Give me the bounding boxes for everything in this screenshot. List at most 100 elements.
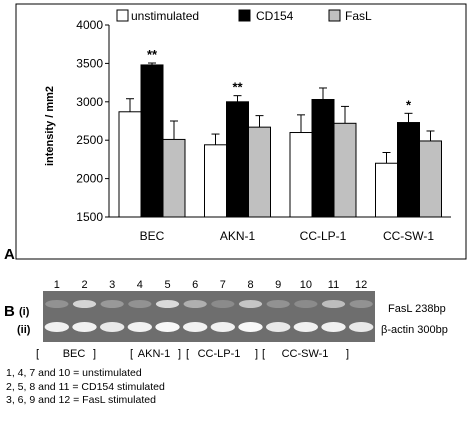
- lane-number-5: 5: [164, 279, 170, 291]
- x-category-label-cc-sw-1: CC-SW-1: [383, 229, 434, 243]
- group-bracket: ]: [178, 348, 181, 360]
- significance-mark: *: [406, 97, 412, 112]
- group-bracket: [: [186, 348, 189, 360]
- bar-cd154-cc-lp-1: [311, 98, 335, 218]
- legend-notes: 1, 4, 7 and 10 = unstimulated 2, 5, 8 an…: [6, 367, 165, 408]
- actin-band-lane-5: [155, 322, 180, 332]
- lane-number-10: 10: [300, 279, 312, 291]
- bar-series: [118, 64, 442, 218]
- lane-number-4: 4: [137, 279, 143, 291]
- group-bracket: ]: [346, 348, 349, 360]
- lane-number-3: 3: [109, 279, 115, 291]
- actin-band-lane-11: [321, 322, 346, 332]
- fasl-band-lane-3: [100, 300, 124, 308]
- y-tick-labels: 1500 2000 2500 3000 3500 4000: [76, 18, 103, 224]
- group-bracket: [: [36, 348, 39, 360]
- bar-unstimulated-bec: [118, 111, 142, 218]
- fasl-band-lane-1: [45, 300, 69, 308]
- y-tick-label-2500: 2500: [76, 133, 103, 147]
- group-bracket: ]: [255, 348, 258, 360]
- group-label-cc-lp-1: CC-LP-1: [198, 348, 241, 360]
- actin-band-lane-10: [293, 322, 319, 332]
- legend-swatch-unstimulated: [116, 9, 129, 22]
- legend-swatch-cd154: [238, 9, 251, 22]
- bar-unstimulated-cc-sw-1: [375, 162, 398, 218]
- legend: unstimulated CD154 FasL: [116, 9, 372, 23]
- note-cd154: 2, 5, 8 and 11 = CD154 stimulated: [6, 380, 165, 393]
- x-category-label-bec: BEC: [140, 229, 165, 243]
- significance-mark: **: [147, 47, 158, 62]
- y-tick-label-2000: 2000: [76, 172, 103, 186]
- group-bracket: [: [130, 348, 133, 360]
- note-unstimulated: 1, 4, 7 and 10 = unstimulated: [6, 367, 142, 379]
- error-bars: [126, 62, 435, 164]
- gel-bands: [44, 300, 374, 332]
- lane-number-7: 7: [220, 279, 226, 291]
- x-category-label-akn-1: AKN-1: [220, 229, 256, 243]
- fasl-band-lane-6: [183, 300, 207, 308]
- lane-number-9: 9: [275, 279, 281, 291]
- y-tick-label-3000: 3000: [76, 95, 103, 109]
- legend-label-fasl: FasL: [345, 9, 372, 23]
- bar-unstimulated-akn-1: [204, 144, 227, 218]
- x-category-label-cc-lp-1: CC-LP-1: [300, 229, 347, 243]
- note-fasl: 3, 6, 9 and 12 = FasL stimulated: [6, 394, 156, 406]
- fasl-band-lane-9: [266, 300, 290, 308]
- bar-fasl-akn-1: [248, 126, 271, 218]
- lane-number-11: 11: [328, 279, 339, 291]
- bar-unstimulated-cc-lp-1: [289, 132, 313, 218]
- group-bracket: [: [262, 348, 265, 360]
- actin-band-lane-12: [348, 322, 374, 332]
- bar-cd154-bec: [140, 64, 164, 218]
- legend-label-unstimulated: unstimulated: [131, 9, 199, 23]
- y-tick-label-4000: 4000: [76, 18, 103, 32]
- x-category-labels: BEC AKN-1 CC-LP-1 CC-SW-1: [140, 229, 435, 243]
- lane-number-12: 12: [355, 279, 367, 291]
- fasl-band-lane-11: [321, 300, 346, 308]
- significance-marks: *****: [147, 47, 412, 112]
- legend-swatch-fasl: [328, 9, 341, 22]
- actin-band-lane-7: [210, 322, 236, 332]
- group-label-akn-1: AKN-1: [138, 348, 170, 360]
- lane-number-6: 6: [192, 279, 198, 291]
- actin-band-lane-1: [44, 322, 70, 332]
- lane-number-8: 8: [247, 279, 253, 291]
- actin-band-lane-8: [238, 322, 263, 332]
- bar-cd154-akn-1: [226, 101, 249, 218]
- y-tick-label-3500: 3500: [76, 56, 103, 70]
- bar-fasl-bec: [162, 138, 186, 218]
- fasl-band-lane-7: [211, 300, 235, 308]
- gel-row-label-i: (i): [19, 306, 30, 318]
- bar-fasl-cc-sw-1: [419, 140, 442, 218]
- bar-cd154-cc-sw-1: [397, 122, 420, 218]
- group-label-bec: BEC: [63, 348, 86, 360]
- actin-band-lane-3: [99, 322, 125, 332]
- fasl-band-lane-2: [72, 300, 97, 308]
- gel-lane-numbers: 1 2 3 4 5 6 7 8 9 10 11 12: [54, 279, 368, 291]
- fasl-band-lane-4: [128, 300, 152, 308]
- group-label-cc-sw-1: CC-SW-1: [282, 348, 329, 360]
- gel-row-label-ii: (ii): [17, 324, 31, 336]
- y-axis-label: intensity / mm2: [44, 86, 56, 166]
- bar-fasl-cc-lp-1: [333, 122, 357, 218]
- fasl-band-lane-5: [155, 300, 180, 308]
- gel-group-labels: [] [] [] [] BEC AKN-1 CC-LP-1 CC-SW-1: [36, 348, 349, 360]
- lane-number-1: 1: [54, 279, 60, 291]
- legend-label-cd154: CD154: [256, 9, 294, 23]
- fasl-band-lane-10: [294, 300, 318, 308]
- lane-number-2: 2: [81, 279, 87, 291]
- band-label-actin: β-actin 300bp: [381, 324, 448, 336]
- gel-image: [43, 291, 375, 342]
- actin-band-lane-4: [127, 322, 153, 332]
- y-tick-label-1500: 1500: [76, 210, 103, 224]
- actin-band-lane-9: [265, 322, 291, 332]
- panel-a-label: A: [4, 246, 15, 263]
- panel-b-label: B: [4, 303, 15, 320]
- band-label-fasl: FasL 238bp: [388, 303, 446, 315]
- actin-band-lane-2: [72, 322, 97, 332]
- group-bracket: ]: [93, 348, 96, 360]
- fasl-band-lane-8: [238, 300, 263, 308]
- actin-band-lane-6: [182, 322, 208, 332]
- fasl-band-lane-12: [349, 300, 373, 308]
